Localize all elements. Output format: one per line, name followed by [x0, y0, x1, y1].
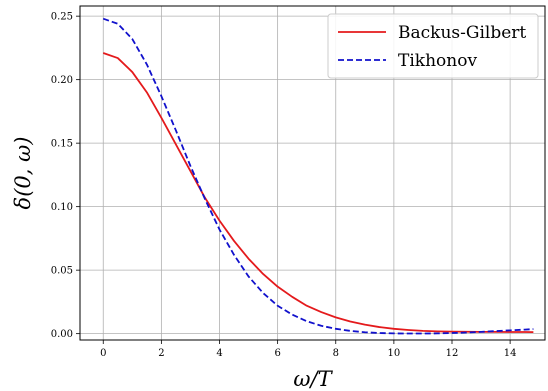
- series-line-backus-gilbert: [102, 52, 534, 334]
- legend-entry: Tikhonov: [398, 51, 477, 71]
- ticks: 0 2 4 6 8 10 12 14 0.00 0.05 0.10 0.15 0.20 0.25: [51, 12, 517, 359]
- x-tick-label: 2: [158, 348, 164, 359]
- plot-frame: [79, 5, 546, 341]
- series-group: [102, 17, 534, 335]
- y-tick-label: 0.15: [51, 139, 73, 150]
- y-axis-label: δ(0, ω): [11, 137, 35, 210]
- x-axis-label: ω/T: [293, 367, 333, 391]
- x-tick-label: 0: [100, 348, 106, 359]
- x-tick-label: 4: [216, 348, 222, 359]
- legend-box: [327, 13, 539, 79]
- y-tick-label: 0.20: [51, 75, 73, 86]
- x-tick-label: 14: [504, 348, 517, 359]
- y-tick-label: 0.05: [51, 266, 73, 277]
- y-tick-label: 0.25: [51, 12, 73, 23]
- legend-entry: Backus-Gilbert: [398, 23, 526, 43]
- x-tick-label: 10: [388, 348, 401, 359]
- y-tick-label: 0.10: [51, 202, 73, 213]
- series-line-tikhonov: [102, 17, 534, 335]
- x-tick-label: 6: [274, 348, 280, 359]
- x-tick-label: 8: [333, 348, 339, 359]
- x-tick-label: 12: [446, 348, 459, 359]
- y-tick-label: 0.00: [51, 329, 73, 340]
- legend: Backus-Gilbert Tikhonov: [327, 13, 539, 79]
